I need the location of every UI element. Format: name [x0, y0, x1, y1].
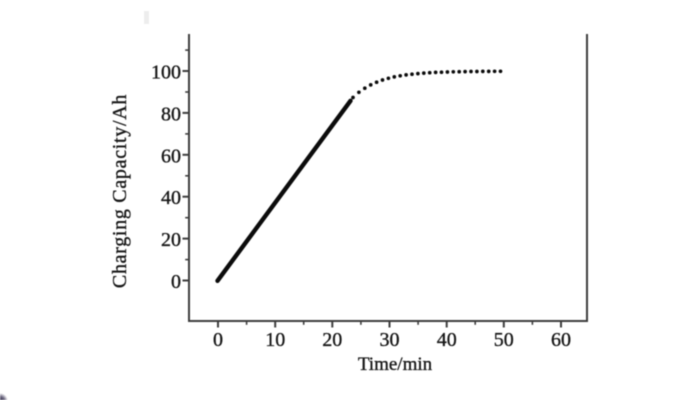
svg-text:80: 80 — [161, 103, 181, 125]
svg-text:40: 40 — [437, 329, 457, 351]
svg-text:40: 40 — [161, 187, 181, 209]
svg-text:100: 100 — [151, 62, 181, 84]
svg-text:20: 20 — [161, 229, 181, 251]
svg-text:50: 50 — [494, 329, 514, 351]
svg-text:30: 30 — [380, 329, 400, 351]
svg-text:10: 10 — [265, 329, 285, 351]
svg-text:0: 0 — [171, 271, 181, 293]
svg-text:Time/min: Time/min — [358, 354, 433, 375]
svg-text:20: 20 — [322, 329, 342, 351]
svg-text:0: 0 — [213, 329, 223, 351]
svg-text:Charging Capacity/Ah: Charging Capacity/Ah — [109, 94, 131, 288]
svg-text:60: 60 — [161, 145, 181, 167]
svg-text:60: 60 — [551, 329, 571, 351]
